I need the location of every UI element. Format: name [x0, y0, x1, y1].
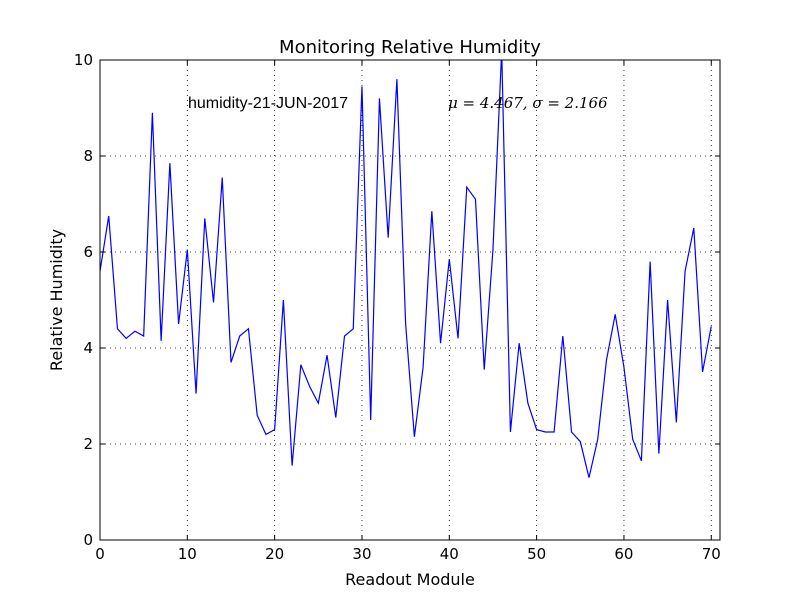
x-tick-label: 60 [614, 545, 633, 563]
y-tick-label: 6 [83, 243, 93, 261]
y-tick-label: 2 [83, 435, 93, 453]
y-tick-label: 0 [83, 531, 93, 549]
x-tick-label: 10 [178, 545, 197, 563]
x-tick-label: 50 [527, 545, 546, 563]
x-tick-label: 20 [265, 545, 284, 563]
x-tick-label: 40 [440, 545, 459, 563]
series-line [100, 60, 712, 478]
plot-area [100, 60, 720, 540]
y-axis-label: Relative Humidity [47, 229, 66, 371]
y-tick-label: 10 [74, 51, 93, 69]
y-tick-label: 4 [83, 339, 93, 357]
dataset-label: humidity-21-JUN-2017 [188, 95, 348, 112]
x-tick-label: 30 [352, 545, 371, 563]
grid [100, 60, 720, 540]
stats-label: μ = 4.467, σ = 2.166 [448, 94, 608, 112]
x-tick-label: 0 [95, 545, 105, 563]
x-axis-label: Readout Module [345, 570, 475, 589]
ticks: 0 10 20 30 40 50 60 70 0 2 4 6 8 10 [74, 51, 721, 563]
x-tick-label: 70 [702, 545, 721, 563]
plot-frame [99, 59, 721, 541]
chart-title: Monitoring Relative Humidity [279, 37, 541, 58]
y-tick-label: 8 [83, 147, 93, 165]
